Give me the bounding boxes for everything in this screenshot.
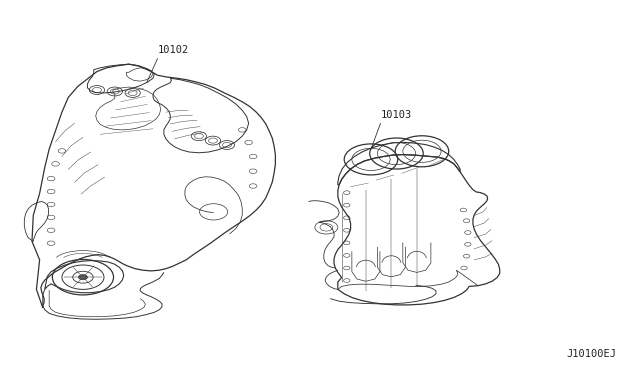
Circle shape [79, 275, 88, 280]
Text: J10100EJ: J10100EJ [566, 349, 616, 359]
Text: 10103: 10103 [381, 109, 412, 119]
Text: 10102: 10102 [157, 45, 189, 55]
